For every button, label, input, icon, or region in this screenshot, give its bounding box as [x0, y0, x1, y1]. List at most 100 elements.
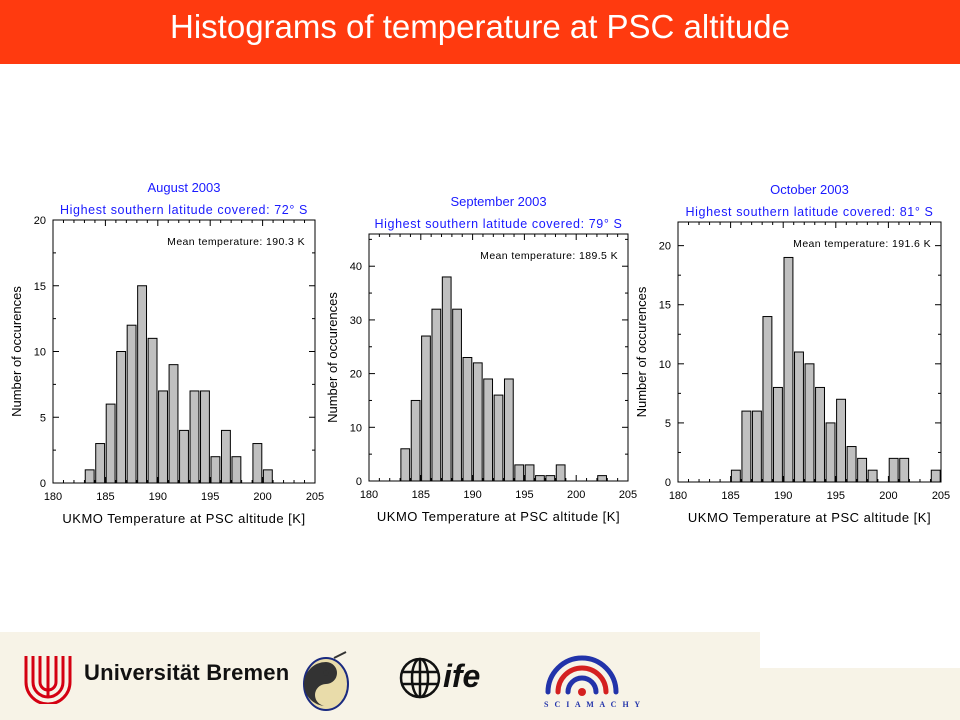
x-tick-label: 200	[253, 491, 271, 503]
histogram-bar	[741, 410, 752, 483]
histogram-bar	[84, 469, 95, 484]
y-tick-label: 10	[350, 422, 362, 434]
histogram-bar	[846, 446, 857, 483]
x-tick-label: 185	[721, 490, 739, 502]
histogram-bar	[783, 256, 794, 483]
mean-annotation: Mean temperature: 190.3 K	[167, 236, 305, 248]
y-tick-label: 0	[665, 477, 671, 489]
histogram-bar	[252, 443, 263, 484]
histogram-bar	[483, 378, 494, 482]
x-axis-label: UKMO Temperature at PSC altitude [K]	[62, 511, 305, 526]
mean-annotation: Mean temperature: 189.5 K	[480, 250, 618, 262]
x-tick-label: 195	[827, 490, 845, 502]
histogram-bar	[179, 429, 189, 484]
histogram-bar	[730, 469, 741, 483]
histogram-bar	[116, 351, 127, 484]
university-name: Universität Bremen	[84, 660, 290, 685]
x-axis-label: UKMO Temperature at PSC altitude [K]	[688, 510, 931, 525]
x-tick-label: 185	[412, 489, 430, 501]
chart-subtitle: Highest southern latitude covered: 79° S	[375, 217, 623, 231]
y-tick-label: 15	[34, 281, 46, 293]
y-tick-label: 0	[356, 476, 362, 488]
x-tick-label: 180	[669, 490, 687, 502]
histogram-bar	[220, 429, 231, 484]
histogram-bar	[930, 469, 941, 483]
histogram-bar	[168, 364, 179, 484]
x-axis-label: UKMO Temperature at PSC altitude [K]	[377, 509, 620, 524]
histogram-bar	[762, 316, 773, 483]
chart-title: October 2003	[770, 182, 849, 197]
histogram-bar	[158, 390, 168, 484]
x-tick-label: 190	[463, 489, 481, 501]
histogram-bar	[210, 456, 221, 484]
histogram-bar	[857, 457, 868, 483]
y-tick-label: 20	[350, 369, 362, 381]
title-bar	[0, 0, 960, 64]
histogram-bar	[441, 276, 452, 482]
histogram-bar	[126, 324, 137, 484]
histogram-bar	[493, 394, 504, 482]
x-tick-label: 180	[44, 491, 62, 503]
histogram-bar	[452, 308, 462, 482]
x-tick-label: 205	[306, 491, 324, 503]
histogram-bar	[794, 351, 804, 483]
ife-globe-icon	[399, 657, 441, 699]
histogram-bar	[410, 399, 421, 482]
slide-title: Histograms of temperature at PSC altitud…	[170, 8, 790, 45]
y-tick-label: 10	[659, 359, 671, 371]
y-axis-label: Number of occurences	[325, 292, 340, 423]
histogram-bar	[751, 410, 762, 483]
y-tick-label: 5	[40, 412, 46, 424]
histogram-bar	[888, 457, 899, 483]
y-tick-label: 40	[350, 261, 362, 273]
histogram-bar	[95, 443, 106, 484]
chart-subtitle: Highest southern latitude covered: 72° S	[60, 203, 308, 217]
histogram-panels: August 2003 Highest southern latitude cov…	[9, 180, 950, 526]
histogram-bar	[262, 469, 273, 484]
footer-band	[0, 632, 760, 720]
y-tick-label: 0	[40, 478, 46, 490]
x-tick-label: 200	[567, 489, 585, 501]
histogram-bar	[137, 285, 148, 484]
y-axis-label: Number of occurences	[634, 286, 649, 417]
histogram-bar	[555, 464, 566, 482]
y-tick-label: 20	[34, 215, 46, 227]
uni-bremen-logo-icon	[24, 656, 72, 704]
histogram-bar	[189, 390, 200, 484]
histogram-bar	[514, 464, 525, 482]
histogram-bar	[231, 456, 242, 484]
chart-subtitle: Highest southern latitude covered: 81° S	[686, 205, 934, 219]
histogram-bar	[472, 362, 483, 482]
x-tick-label: 205	[619, 489, 637, 501]
x-tick-label: 185	[96, 491, 114, 503]
x-tick-label: 195	[201, 491, 219, 503]
x-tick-label: 180	[360, 489, 378, 501]
histogram-bar	[815, 386, 825, 483]
ife-logo-text: ife	[443, 658, 481, 694]
x-tick-label: 195	[515, 489, 533, 501]
histogram-bar	[421, 335, 431, 482]
histogram-bar	[597, 475, 607, 482]
x-tick-label: 205	[932, 490, 950, 502]
histogram-bar	[804, 363, 815, 483]
histogram-bar	[105, 403, 116, 484]
histogram-bar	[503, 378, 514, 482]
y-tick-label: 5	[665, 418, 671, 430]
mean-annotation: Mean temperature: 191.6 K	[793, 238, 931, 250]
chart-title: September 2003	[450, 194, 546, 209]
histogram-bar	[867, 469, 878, 483]
histogram-bar	[147, 337, 158, 484]
histogram-bar	[400, 448, 411, 482]
y-axis-label: Number of occurences	[9, 286, 24, 417]
y-tick-label: 30	[350, 315, 362, 327]
y-tick-label: 20	[659, 241, 671, 253]
histogram-bar	[545, 475, 556, 482]
histogram-bar	[431, 308, 442, 482]
histogram-bar	[535, 475, 545, 482]
histogram-bar	[899, 457, 910, 483]
histogram-bar	[836, 398, 847, 483]
y-tick-label: 15	[659, 300, 671, 312]
histogram-bar	[825, 422, 836, 483]
footer-band-right	[760, 668, 960, 720]
sciamachy-logo-icon	[545, 655, 619, 696]
